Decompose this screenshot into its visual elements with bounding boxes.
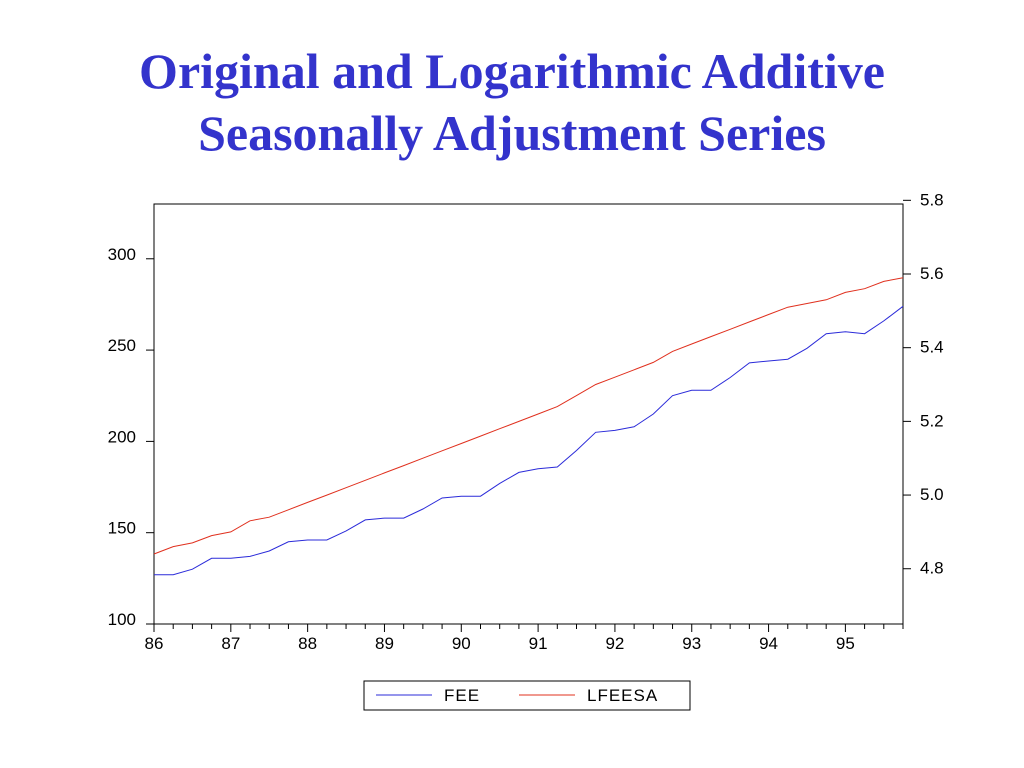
legend-label-fee: FEE <box>444 686 480 705</box>
legend-label-lfeesa: LFEESA <box>587 686 658 705</box>
plot-frame <box>153 203 904 625</box>
right-tick-label: 4.8 <box>920 559 944 578</box>
legend: FEE LFEESA <box>363 680 691 711</box>
left-tick-label: 200 <box>108 427 136 446</box>
x-tick-label: 91 <box>529 634 548 653</box>
x-tick-label: 87 <box>221 634 240 653</box>
left-y-axis: 100 150 200 250 300 <box>108 245 154 629</box>
x-tick-label: 95 <box>836 634 855 653</box>
right-tick-label: 5.2 <box>920 411 944 430</box>
x-tick-label: 92 <box>605 634 624 653</box>
x-axis: 86 87 88 89 90 91 92 93 94 95 <box>145 624 904 653</box>
right-tick-label: 5.6 <box>920 264 944 283</box>
right-tick-label: 5.8 <box>920 190 944 209</box>
left-tick-label: 250 <box>108 336 136 355</box>
x-tick-label: 88 <box>298 634 317 653</box>
series-line-lfeesa <box>153 277 904 555</box>
left-tick-label: 150 <box>108 519 136 538</box>
series-layer <box>153 277 904 576</box>
slide-title-line-1: Original and Logarithmic Additive <box>139 43 885 99</box>
left-tick-label: 100 <box>108 610 136 629</box>
left-tick-label: 300 <box>108 245 136 264</box>
x-tick-label: 93 <box>682 634 701 653</box>
x-tick-label: 89 <box>375 634 394 653</box>
slide-title-line-2: Seasonally Adjustment Series <box>198 105 826 161</box>
x-tick-label: 90 <box>452 634 471 653</box>
right-tick-label: 5.0 <box>920 485 944 504</box>
right-tick-label: 5.4 <box>920 338 944 357</box>
right-y-axis: 4.8 5.0 5.2 5.4 5.6 5.8 <box>903 190 944 578</box>
x-tick-label: 94 <box>759 634 778 653</box>
slide-title: Original and Logarithmic Additive Season… <box>0 40 1024 164</box>
series-line-fee <box>154 305 904 576</box>
x-tick-label: 86 <box>145 634 164 653</box>
